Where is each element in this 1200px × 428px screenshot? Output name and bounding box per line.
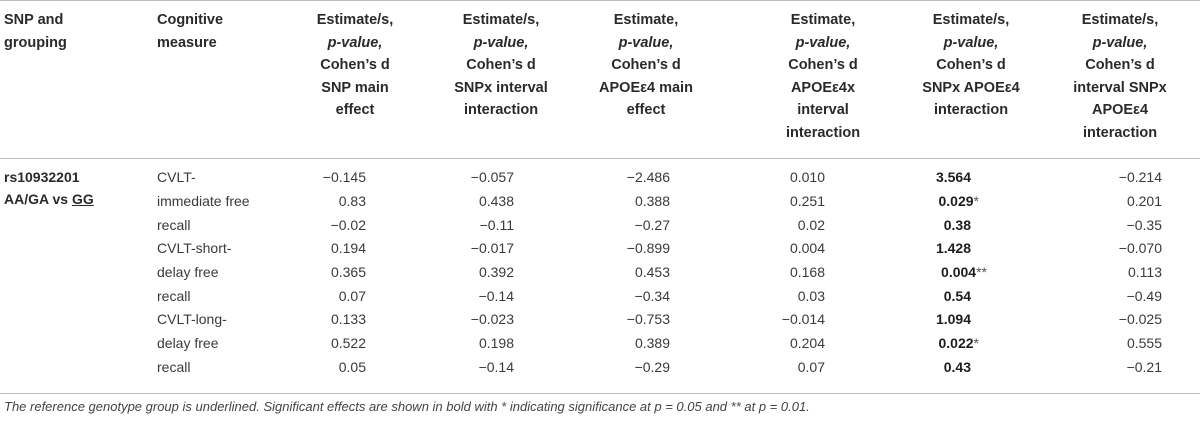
cognitive-measure-label: CVLT-immediate free recall xyxy=(157,169,250,233)
snp-interval-interaction-value: 0.438 xyxy=(478,193,514,209)
snp-interval-interaction-value: −0.023 xyxy=(470,311,514,327)
apoe-main-effect-value: 0.388 xyxy=(634,193,670,209)
apoe-interval-interaction-value: 0.204 xyxy=(789,335,825,351)
interval-snp-apoe-interaction-value: 0.201 xyxy=(1126,193,1162,209)
header-apoe-main-effect: Estimate, p-value, Cohen’s d APOEε4 main… xyxy=(599,12,693,118)
apoe-main-effect-value: −0.29 xyxy=(634,359,670,375)
interval-snp-apoe-interaction-value: 0.555 xyxy=(1126,335,1162,351)
bottom-rule xyxy=(0,393,1200,394)
snp-main-effect-value: 0.07 xyxy=(338,288,366,304)
significance-marker: * xyxy=(973,193,979,209)
apoe-main-effect-value: 0.453 xyxy=(634,264,670,280)
apoe-main-effect-value: −0.899 xyxy=(626,240,670,256)
interval-snp-apoe-interaction-value: −0.21 xyxy=(1126,359,1162,375)
snp-group-label: rs10932201 AA/GA vs GG xyxy=(4,166,94,210)
snp-apoe-interaction-value: 0.38 xyxy=(943,217,971,233)
significance-marker: * xyxy=(973,335,979,351)
header-snp-main-effect: Estimate/s, p-value, Cohen’s d SNP main … xyxy=(316,12,394,118)
cognitive-measure-label: CVLT-long-delay free recall xyxy=(157,311,227,375)
apoe-main-effect-value: −0.753 xyxy=(626,311,670,327)
snp-interval-interaction-value: −0.11 xyxy=(479,217,514,233)
apoe-main-effect-value: −0.27 xyxy=(634,217,670,233)
header-apoe-interval-interaction: Estimate, p-value, Cohen’s d APOEε4x int… xyxy=(785,12,861,141)
header-snp-apoe-interaction: Estimate/s, p-value, Cohen’s d SNPx APOE… xyxy=(922,12,1020,118)
snp-apoe-interaction-value: 1.428 xyxy=(935,240,971,256)
interval-snp-apoe-interaction-value: −0.35 xyxy=(1126,217,1162,233)
snp-main-effect-value: −0.02 xyxy=(330,217,366,233)
apoe-interval-interaction-value: 0.168 xyxy=(789,264,825,280)
header-snp-interval-interaction: Estimate/s, p-value, Cohen’s d SNPx inte… xyxy=(454,12,548,118)
header-snp-grouping: SNP and grouping xyxy=(4,12,67,51)
apoe-interval-interaction-value: 0.02 xyxy=(797,217,825,233)
snp-interval-interaction-value: −0.14 xyxy=(478,288,514,304)
apoe-interval-interaction-value: 0.03 xyxy=(797,288,825,304)
interval-snp-apoe-interaction-value: −0.025 xyxy=(1118,311,1162,327)
apoe-interval-interaction-value: 0.010 xyxy=(789,169,825,185)
snp-interval-interaction-value: −0.017 xyxy=(470,240,514,256)
snp-apoe-interaction-value: 0.43 xyxy=(943,359,971,375)
snp-apoe-interaction-value: 0.54 xyxy=(943,288,971,304)
significance-marker: ** xyxy=(976,264,987,280)
snp-interval-interaction-value: 0.198 xyxy=(478,335,514,351)
top-rule xyxy=(0,0,1200,1)
snp-apoe-interaction-value: 0.022* xyxy=(938,335,980,351)
apoe-main-effect-value: −0.34 xyxy=(634,288,670,304)
snp-apoe-interaction-value: 1.094 xyxy=(935,311,971,327)
header-interval-snp-apoe-interaction: Estimate/s, p-value, Cohen’s d interval … xyxy=(1073,12,1167,141)
snp-main-effect-value: 0.83 xyxy=(338,193,366,209)
snp-interval-interaction-value: 0.392 xyxy=(478,264,514,280)
genotype-comparison: AA/GA vs GG xyxy=(4,191,94,207)
interval-snp-apoe-interaction-value: −0.49 xyxy=(1126,288,1162,304)
apoe-interval-interaction-value: 0.004 xyxy=(789,240,825,256)
snp-apoe-interaction-value: 0.004** xyxy=(941,264,987,280)
interval-snp-apoe-interaction-value: −0.070 xyxy=(1118,240,1162,256)
table-footnote: The reference genotype group is underlin… xyxy=(4,399,810,414)
snp-apoe-interaction-value: 3.564 xyxy=(935,169,971,185)
snp-main-effect-value: 0.522 xyxy=(330,335,366,351)
reference-genotype: GG xyxy=(71,191,94,207)
apoe-main-effect-value: −2.486 xyxy=(626,169,670,185)
snp-apoe-interaction-value: 0.029* xyxy=(938,193,980,209)
apoe-interval-interaction-value: −0.014 xyxy=(781,311,825,327)
snp-interval-interaction-value: −0.14 xyxy=(478,359,514,375)
apoe-interval-interaction-value: 0.251 xyxy=(789,193,825,209)
apoe-main-effect-value: 0.389 xyxy=(634,335,670,351)
cognitive-measure-label: CVLT-short-delay free recall xyxy=(157,240,232,304)
snp-main-effect-value: −0.145 xyxy=(322,169,366,185)
snp-main-effect-value: 0.194 xyxy=(330,240,366,256)
header-rule xyxy=(0,158,1200,159)
apoe-interval-interaction-value: 0.07 xyxy=(797,359,825,375)
snp-main-effect-value: 0.05 xyxy=(338,359,366,375)
snp-main-effect-value: 0.133 xyxy=(330,311,366,327)
interval-snp-apoe-interaction-value: −0.214 xyxy=(1118,169,1162,185)
interval-snp-apoe-interaction-value: 0.113 xyxy=(1128,264,1162,280)
snp-main-effect-value: 0.365 xyxy=(330,264,366,280)
snp-interval-interaction-value: −0.057 xyxy=(470,169,514,185)
header-cognitive-measure: Cognitive measure xyxy=(157,12,224,51)
